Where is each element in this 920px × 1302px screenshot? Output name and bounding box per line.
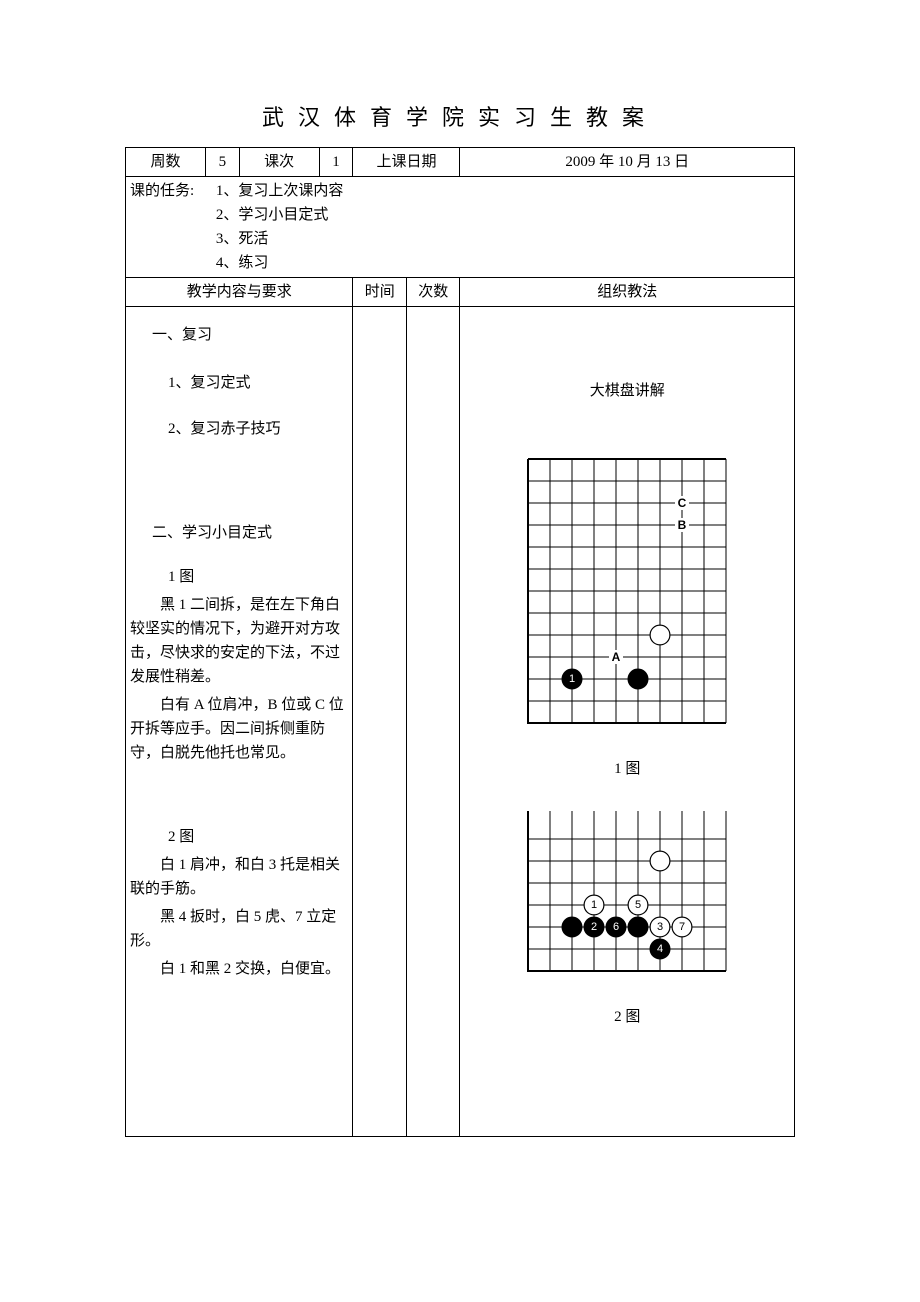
task-item: 3、死活 bbox=[216, 227, 344, 251]
column-headers: 教学内容与要求 时间 次数 组织教法 bbox=[126, 278, 795, 307]
week-value: 5 bbox=[205, 148, 239, 177]
svg-text:1: 1 bbox=[591, 899, 597, 911]
fig1-text: 黑 1 二间拆，是在左下角白较坚实的情况下，为避开对方攻击，尽快求的安定的下法，… bbox=[130, 593, 348, 689]
svg-text:B: B bbox=[678, 518, 687, 532]
fig2-text: 白 1 和黑 2 交换，白便宜。 bbox=[130, 957, 348, 981]
fig2-label: 2 图 bbox=[130, 825, 348, 849]
week-label: 周数 bbox=[126, 148, 206, 177]
task-item: 4、练习 bbox=[216, 251, 344, 275]
svg-text:1: 1 bbox=[569, 673, 575, 685]
section1-item: 1、复习定式 bbox=[130, 371, 348, 395]
lesson-label: 课次 bbox=[239, 148, 319, 177]
fig2-text: 白 1 肩冲，和白 3 托是相关联的手筋。 bbox=[130, 853, 348, 901]
date-value: 2009 年 10 月 13 日 bbox=[460, 148, 795, 177]
fig1-text: 白有 A 位肩冲，B 位或 C 位开拆等应手。因二间拆侧重防守，白脱先他托也常见… bbox=[130, 693, 348, 765]
section1-item: 2、复习赤子技巧 bbox=[130, 417, 348, 441]
svg-text:3: 3 bbox=[657, 921, 663, 933]
page-title: 武汉体育学院实习生教案 bbox=[125, 100, 795, 135]
svg-text:6: 6 bbox=[613, 921, 619, 933]
task-row: 课的任务: 1、复习上次课内容 2、学习小目定式 3、死活 4、练习 bbox=[126, 177, 795, 278]
col-content: 教学内容与要求 bbox=[126, 278, 353, 307]
time-cell bbox=[353, 307, 407, 1137]
section2-title: 二、学习小目定式 bbox=[130, 521, 348, 545]
fig1-label: 1 图 bbox=[130, 565, 348, 589]
task-item: 1、复习上次课内容 bbox=[216, 179, 344, 203]
svg-text:2: 2 bbox=[591, 921, 597, 933]
svg-text:A: A bbox=[612, 650, 621, 664]
header-row: 周数 5 课次 1 上课日期 2009 年 10 月 13 日 bbox=[126, 148, 795, 177]
col-count: 次数 bbox=[406, 278, 460, 307]
svg-text:5: 5 bbox=[635, 899, 641, 911]
fig2-text: 黑 4 扳时，白 5 虎、7 立定形。 bbox=[130, 905, 348, 953]
section1-title: 一、复习 bbox=[130, 323, 348, 347]
caption-2: 2 图 bbox=[464, 1005, 790, 1029]
count-cell bbox=[406, 307, 460, 1137]
task-item: 2、学习小目定式 bbox=[216, 203, 344, 227]
go-board-1: 1 A BC bbox=[522, 453, 732, 729]
svg-text:4: 4 bbox=[657, 943, 663, 955]
svg-text:7: 7 bbox=[679, 921, 685, 933]
svg-text:C: C bbox=[678, 496, 687, 510]
go-board-2: 1 5 3 7 2 6 4 bbox=[522, 811, 732, 977]
lesson-table: 周数 5 课次 1 上课日期 2009 年 10 月 13 日 课的任务: 1、… bbox=[125, 147, 795, 1137]
task-label: 课的任务: bbox=[130, 183, 194, 199]
caption-1: 1 图 bbox=[464, 757, 790, 781]
method-explain: 大棋盘讲解 bbox=[464, 379, 790, 403]
content-row: 一、复习 1、复习定式 2、复习赤子技巧 二、学习小目定式 1 图 黑 1 二间… bbox=[126, 307, 795, 1137]
lesson-value: 1 bbox=[319, 148, 353, 177]
col-method: 组织教法 bbox=[460, 278, 795, 307]
col-time: 时间 bbox=[353, 278, 407, 307]
date-label: 上课日期 bbox=[353, 148, 460, 177]
